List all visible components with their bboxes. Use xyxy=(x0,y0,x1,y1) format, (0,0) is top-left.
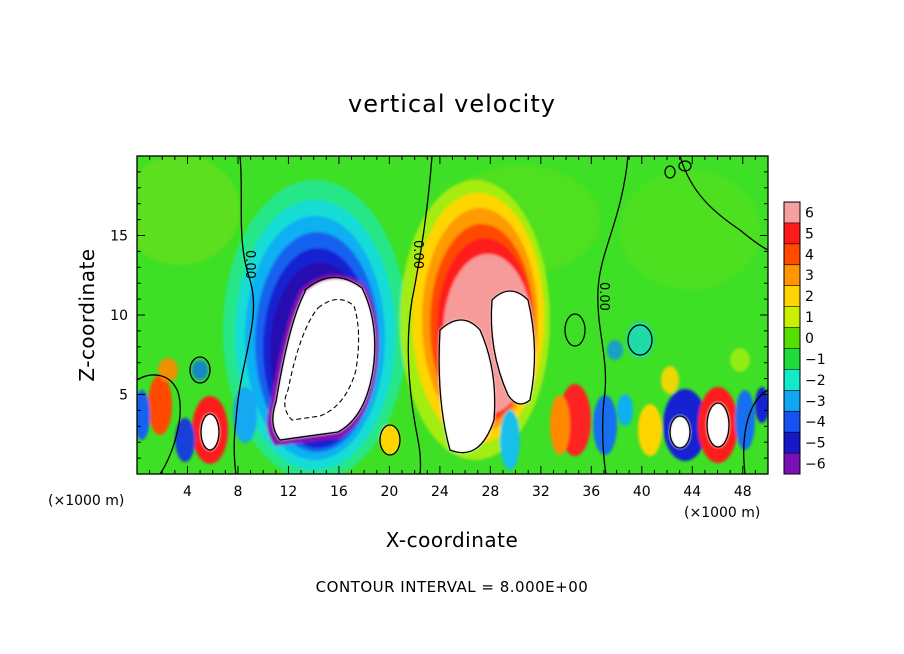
colorbar: 6 5 4 3 2 1 0 −1 −2 −3 −4 −5 −6 xyxy=(783,201,826,475)
y-tick-label: 5 xyxy=(119,388,128,404)
plot-area: 0.00 0.00 0.00 xyxy=(136,155,769,475)
x-tick-label: 48 xyxy=(734,484,752,500)
y-tick-label: 15 xyxy=(110,229,128,245)
contour-label: 0.00 xyxy=(242,250,257,279)
x-tick-label: 28 xyxy=(481,484,499,500)
x-tick-label: 12 xyxy=(280,484,298,500)
contour-lines xyxy=(137,156,768,474)
colorbar-tick-label: −4 xyxy=(805,415,826,431)
x-unit-right: (×1000 m) xyxy=(684,505,760,521)
contour-label: 0.00 xyxy=(596,282,611,311)
x-tick-label: 24 xyxy=(431,484,449,500)
x-axis: 4 8 12 16 20 24 28 32 36 40 44 48 xyxy=(149,156,756,500)
colorbar-tick-label: 5 xyxy=(805,226,814,242)
colorbar-tick-label: 1 xyxy=(805,310,814,326)
contour-interval-text: CONTOUR INTERVAL = 8.000E+00 xyxy=(316,578,589,596)
y-tick-label: 10 xyxy=(110,308,128,324)
velocity-field xyxy=(137,156,768,474)
colorbar-tick-label: 6 xyxy=(805,205,814,221)
x-tick-label: 44 xyxy=(683,484,701,500)
chart-title: vertical velocity xyxy=(348,90,556,118)
colorbar-tick-label: −2 xyxy=(805,373,826,389)
colorbar-swatch xyxy=(784,306,800,329)
colorbar-swatch xyxy=(784,202,800,224)
y-axis-label: Z-coordinate xyxy=(75,248,99,381)
colorbar-tick-label: 4 xyxy=(805,247,814,263)
colorbar-swatch xyxy=(784,327,800,349)
contour-label: 0.00 xyxy=(410,240,425,269)
x-tick-label: 4 xyxy=(183,484,192,500)
colorbar-swatch xyxy=(784,264,800,287)
colorbar-tick-label: 3 xyxy=(805,268,814,284)
x-tick-label: 16 xyxy=(330,484,348,500)
colorbar-swatch xyxy=(784,243,800,266)
colorbar-tick-label: 0 xyxy=(805,331,814,347)
y-axis: 5 10 15 xyxy=(110,171,768,459)
negative-contours xyxy=(284,298,360,421)
colorbar-tick-label: 2 xyxy=(805,289,814,305)
x-unit-left: (×1000 m) xyxy=(48,493,124,509)
colorbar-swatch xyxy=(784,453,800,475)
colorbar-tick-label: −1 xyxy=(805,352,826,368)
colorbar-swatch xyxy=(784,390,800,412)
colorbar-tick-label: −6 xyxy=(805,457,826,473)
colorbar-frame xyxy=(783,201,801,475)
x-tick-label: 40 xyxy=(633,484,651,500)
colorbar-swatch xyxy=(784,222,800,245)
contour-labels: 0.00 0.00 0.00 xyxy=(242,240,611,311)
colorbar-swatch xyxy=(784,348,800,370)
colorbar-swatch xyxy=(784,432,800,454)
x-tick-label: 36 xyxy=(582,484,600,500)
colorbar-swatch xyxy=(784,369,800,391)
x-axis-label: X-coordinate xyxy=(386,528,519,552)
colorbar-swatch xyxy=(784,411,800,433)
colorbar-swatch xyxy=(784,285,800,308)
colorbar-tick-label: −3 xyxy=(805,394,826,410)
x-tick-label: 20 xyxy=(380,484,398,500)
x-tick-label: 32 xyxy=(532,484,550,500)
x-tick-label: 8 xyxy=(233,484,242,500)
colorbar-tick-label: −5 xyxy=(805,436,826,452)
